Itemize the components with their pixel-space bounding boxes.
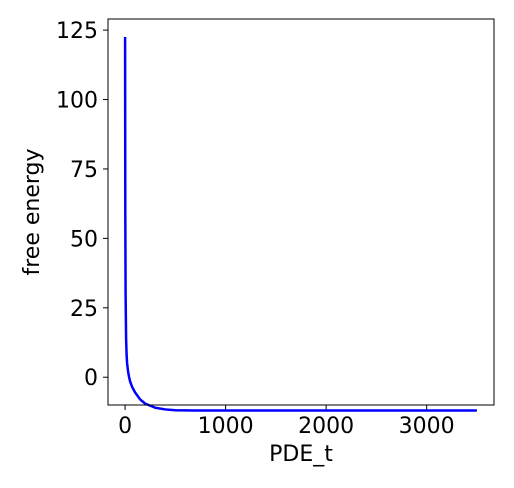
y-tick-label: 125 — [56, 19, 98, 44]
x-tick-label: 1000 — [198, 414, 254, 439]
x-axis-label: PDE_t — [269, 442, 333, 467]
y-tick-label: 25 — [70, 297, 98, 322]
free-energy-line — [123, 37, 477, 412]
x-tick-label: 3000 — [399, 414, 455, 439]
x-tick-label: 0 — [118, 414, 132, 439]
y-tick-label: 100 — [56, 89, 98, 114]
plot-frame — [107, 18, 495, 406]
y-axis-label: free energy — [20, 148, 45, 275]
y-tick-label: 75 — [70, 158, 98, 183]
y-tick-label: 50 — [70, 227, 98, 252]
y-axis-ticks: 0 25 50 75 100 125 — [56, 19, 108, 391]
x-tick-label: 2000 — [298, 414, 354, 439]
y-tick-label: 0 — [84, 366, 98, 391]
x-axis-ticks: 0 1000 2000 3000 — [118, 405, 455, 439]
